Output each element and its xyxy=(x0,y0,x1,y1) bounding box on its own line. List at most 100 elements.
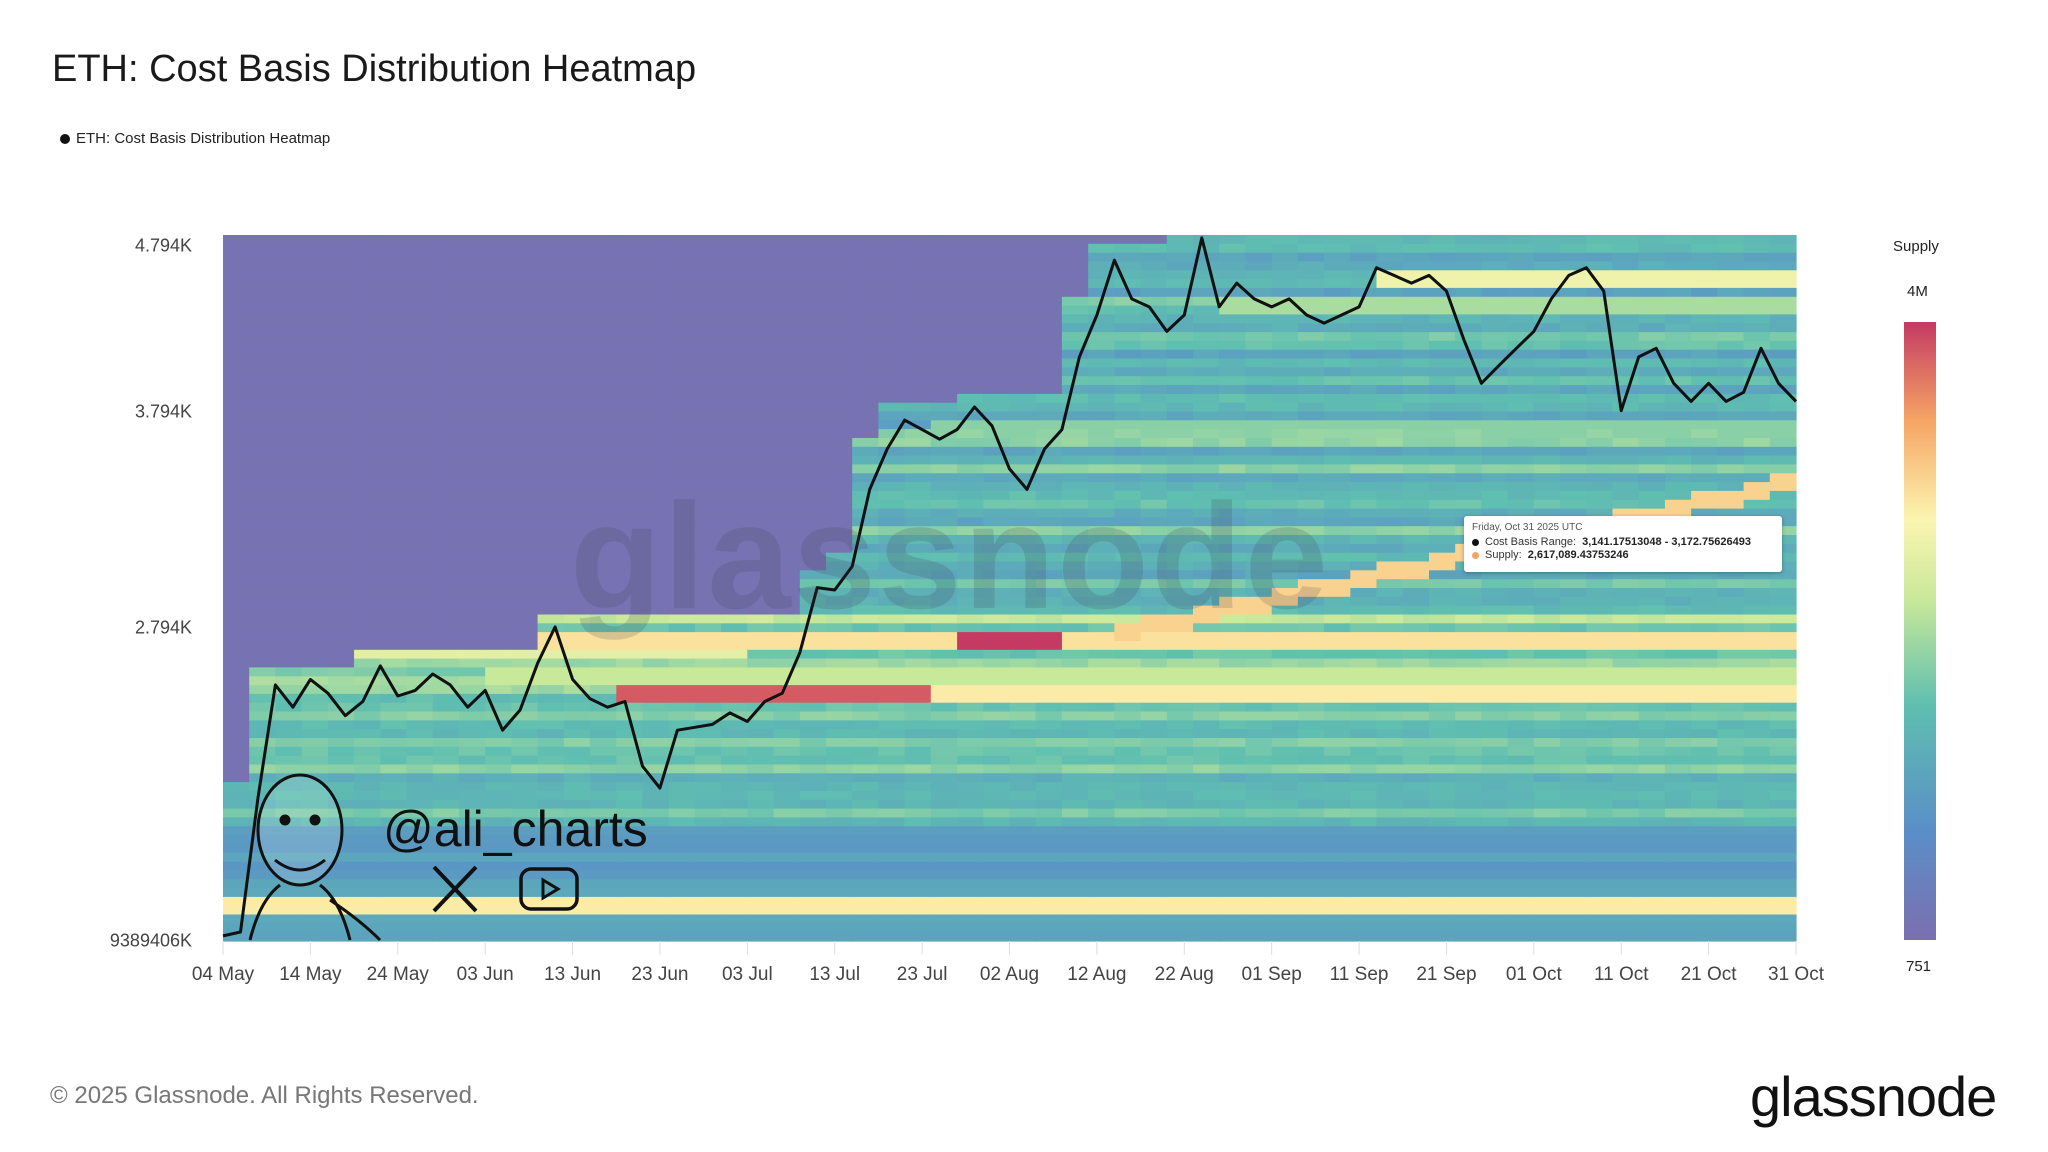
heatmap-cell xyxy=(1691,896,1718,907)
heatmap-cell xyxy=(354,579,381,589)
heatmap-cell xyxy=(1533,393,1561,404)
heatmap-cell xyxy=(957,305,984,315)
heatmap-cell xyxy=(1481,499,1509,510)
heatmap-cell xyxy=(1429,658,1456,668)
heatmap-cell xyxy=(1507,305,1535,315)
heatmap-cell xyxy=(1533,905,1561,916)
heatmap-cell xyxy=(406,287,434,298)
heatmap-cell xyxy=(275,596,303,607)
heatmap-cell xyxy=(1402,296,1430,307)
heatmap-cell xyxy=(1586,305,1614,315)
heatmap-cell xyxy=(642,332,670,342)
heatmap-cell xyxy=(668,605,696,615)
heatmap-cell xyxy=(1638,826,1666,836)
heatmap-cell xyxy=(249,340,276,351)
heatmap-cell xyxy=(458,764,486,774)
heatmap-cell xyxy=(485,252,512,263)
x-tick-label: 04 May xyxy=(191,964,255,985)
heatmap-cell xyxy=(1455,932,1482,942)
heatmap-cell xyxy=(1297,817,1325,827)
heatmap-cell xyxy=(1717,596,1745,607)
heatmap-cell xyxy=(223,791,250,801)
heatmap-cell xyxy=(721,808,748,818)
heatmap-cell xyxy=(301,570,329,580)
heatmap-cell xyxy=(301,870,329,880)
heatmap-cell xyxy=(563,861,591,871)
heatmap-cell xyxy=(1166,896,1194,907)
heatmap-cell xyxy=(1586,764,1614,774)
heatmap-cell xyxy=(1035,641,1063,651)
heatmap-cell xyxy=(799,543,827,554)
heatmap-cell xyxy=(1429,702,1456,713)
heatmap-cell xyxy=(1009,605,1037,615)
heatmap-cell xyxy=(1481,614,1509,624)
heatmap-cell xyxy=(957,464,984,474)
heatmap-cell xyxy=(957,579,984,589)
heatmap-cell xyxy=(826,385,853,395)
heatmap-cell xyxy=(1350,561,1378,571)
heatmap-cell xyxy=(1271,305,1299,315)
heatmap-cell xyxy=(1743,641,1771,651)
heatmap-cell xyxy=(930,738,958,748)
heatmap-cell xyxy=(537,738,565,748)
heatmap-cell xyxy=(563,561,591,571)
heatmap-cell xyxy=(616,367,644,377)
heatmap-cell xyxy=(1009,349,1037,360)
heatmap-cell xyxy=(852,720,879,730)
glassnode-logo[interactable]: glassnode xyxy=(1750,1065,1997,1128)
heatmap-cell xyxy=(1324,376,1351,386)
heatmap-cell xyxy=(1297,499,1325,510)
heatmap-cell xyxy=(590,279,617,289)
heatmap-cell xyxy=(380,393,408,404)
heatmap-cell xyxy=(485,235,512,245)
heatmap-cell xyxy=(1350,879,1378,889)
heatmap-cell xyxy=(826,791,853,801)
heatmap-cell xyxy=(1455,870,1482,880)
heatmap-cell xyxy=(1140,490,1168,501)
heatmap-cell xyxy=(1350,632,1378,642)
x-tick-label: 12 Aug xyxy=(1067,964,1127,985)
heatmap-cell xyxy=(485,667,512,677)
heatmap-cell xyxy=(1429,235,1456,245)
heatmap-cell xyxy=(616,808,644,818)
heatmap-cell xyxy=(1402,446,1430,457)
heatmap-cell xyxy=(1088,358,1115,368)
heatmap-cell xyxy=(485,358,512,368)
heatmap-cell xyxy=(1061,429,1089,439)
heatmap-cell xyxy=(1245,799,1273,810)
heatmap-cell xyxy=(485,296,512,307)
legend[interactable]: ETH: Cost Basis Distribution Heatmap xyxy=(60,130,330,147)
heatmap-cell xyxy=(930,932,958,942)
x-tick-label: 23 Jul xyxy=(896,964,948,985)
heatmap-cell xyxy=(773,543,801,554)
heatmap-cell xyxy=(432,791,460,801)
heatmap-cell xyxy=(826,738,853,748)
heatmap-cell xyxy=(1088,411,1115,421)
heatmap-cell xyxy=(1088,835,1115,845)
heatmap-cell xyxy=(852,464,879,474)
heatmap-cell xyxy=(1402,535,1430,545)
heatmap-cell xyxy=(537,385,565,395)
heatmap-cell xyxy=(301,799,329,810)
heatmap-cell xyxy=(1088,791,1115,801)
heatmap-cell xyxy=(799,693,827,704)
heatmap-cell xyxy=(1035,455,1063,465)
heatmap-cell xyxy=(537,861,565,871)
heatmap-cell xyxy=(1717,614,1745,624)
heatmap-cell xyxy=(930,358,958,368)
heatmap-cell xyxy=(1612,870,1640,880)
heatmap-cell xyxy=(642,323,670,333)
heatmap-cell xyxy=(957,746,984,757)
heatmap-cell xyxy=(1664,464,1692,474)
heatmap-cell xyxy=(406,711,434,721)
heatmap-cell xyxy=(1533,296,1561,307)
heatmap-cell xyxy=(354,588,381,598)
x-tick-label: 03 Jul xyxy=(721,964,773,985)
heatmap-cell xyxy=(458,755,486,766)
heatmap-cell xyxy=(721,738,748,748)
heatmap-cell xyxy=(1166,843,1194,854)
heatmap-cell xyxy=(1114,773,1142,783)
heatmap-cell xyxy=(747,861,775,871)
heatmap-cell xyxy=(301,517,329,527)
heatmap-cell xyxy=(1061,896,1089,907)
